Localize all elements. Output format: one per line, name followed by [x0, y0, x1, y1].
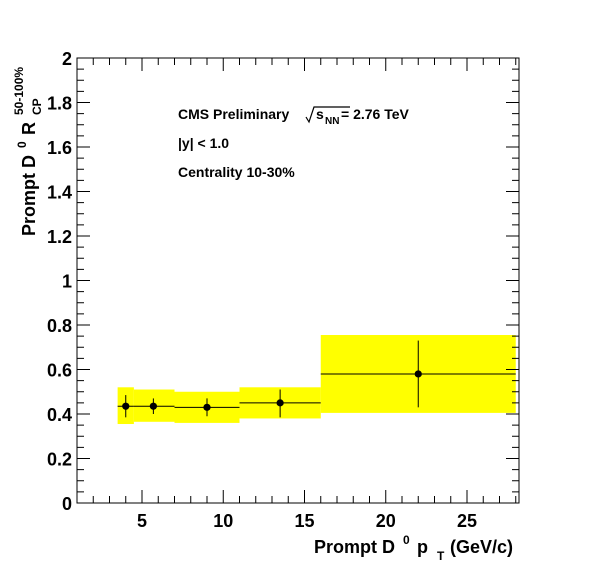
y-tick-label: 1	[62, 272, 72, 292]
y-axis-title-mid: R	[19, 122, 39, 140]
data-point-1	[149, 402, 157, 410]
y-tick-label: 0.8	[47, 316, 72, 336]
y-axis-title-sup: 50-100%	[12, 67, 26, 115]
tick-label-group: 00.20.40.60.811.21.41.61.825 10 15 20 25	[47, 49, 477, 531]
y-tick-label: 0	[62, 494, 72, 514]
x-axis-title-mid: p	[412, 537, 428, 557]
data-point-3	[276, 399, 284, 407]
data-point-group	[117, 340, 516, 418]
x-axis-title-sup: 0	[403, 533, 410, 547]
annotation-sqrt-s: s	[316, 106, 324, 122]
annotation-cms: CMS Preliminary	[178, 106, 289, 122]
y-axis-title-prefix: Prompt D	[19, 155, 39, 236]
data-point-2	[203, 403, 211, 411]
data-point-4	[414, 370, 422, 378]
y-tick-label: 1.4	[47, 183, 72, 203]
x-tick-label: 15	[294, 511, 314, 531]
y-tick-label: 1.8	[47, 94, 72, 114]
annotation-sqrt-sub: NN	[325, 116, 339, 127]
x-tick-label: 10	[213, 511, 233, 531]
tick-group	[77, 57, 519, 504]
y-axis-title-sub: CP	[30, 98, 44, 115]
x-axis-title: Prompt D 0 p T (GeV/c)	[314, 533, 513, 563]
y-tick-label: 0.4	[47, 405, 72, 425]
y-tick-label: 0.6	[47, 361, 72, 381]
x-tick-label: 25	[457, 511, 477, 531]
y-axis-title: Prompt D 0 R CP 50-100%	[12, 67, 44, 236]
x-tick-label: 20	[376, 511, 396, 531]
y-tick-label: 0.2	[47, 450, 72, 470]
x-axis-title-prefix: Prompt D	[314, 537, 395, 557]
y-tick-label: 2	[62, 49, 72, 69]
y-axis-title-sup0: 0	[15, 141, 29, 148]
x-axis-title-sub: T	[437, 549, 445, 563]
annotation-rapidity: |y| < 1.0	[178, 135, 229, 151]
annotation-centrality: Centrality 10-30%	[178, 164, 295, 180]
x-tick-label: 5	[137, 511, 147, 531]
y-tick-label: 1.6	[47, 138, 72, 158]
annotation-energy: = 2.76 TeV	[341, 106, 410, 122]
x-axis-title-suffix: (GeV/c)	[445, 537, 513, 557]
y-tick-label: 1.2	[47, 227, 72, 247]
data-point-0	[122, 402, 130, 410]
sqrt-symbol	[305, 106, 350, 124]
